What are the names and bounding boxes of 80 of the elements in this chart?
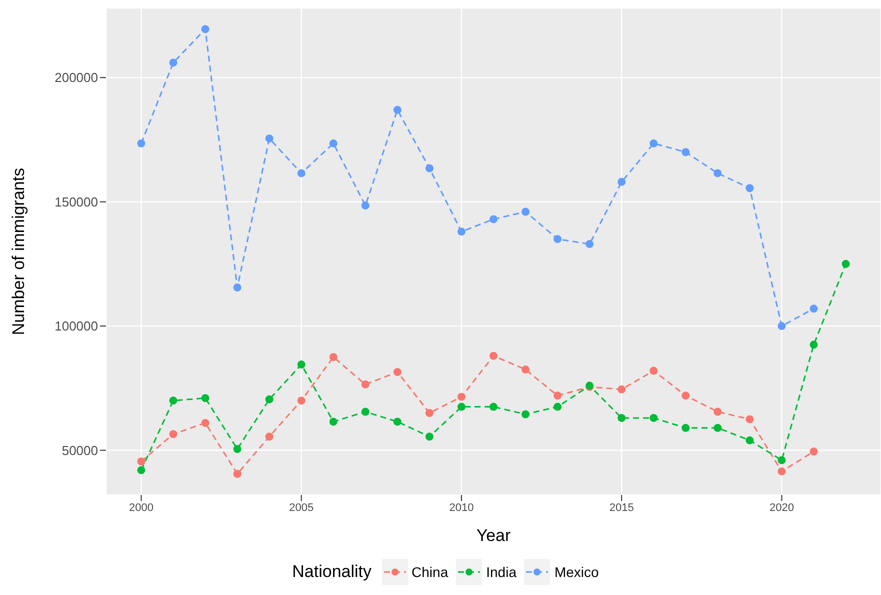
- point: [329, 139, 338, 148]
- point: [554, 235, 562, 244]
- point: [233, 284, 242, 292]
- point: [457, 228, 466, 236]
- point: [137, 466, 146, 474]
- point: [682, 424, 690, 432]
- point: [842, 260, 850, 268]
- point: [682, 392, 690, 400]
- point: [457, 392, 466, 401]
- point: [650, 139, 658, 148]
- point: [265, 432, 274, 441]
- point: [233, 470, 242, 478]
- point: [201, 394, 210, 402]
- point: [522, 410, 530, 418]
- point: [522, 366, 530, 374]
- point: [169, 430, 178, 438]
- point: [297, 169, 306, 178]
- point: [425, 432, 434, 441]
- point: [778, 467, 786, 476]
- point: [810, 304, 818, 313]
- point: [650, 366, 658, 375]
- point: [778, 322, 786, 330]
- point: [554, 392, 562, 400]
- point: [393, 106, 402, 114]
- y-axis-title: Number of immigrants: [9, 168, 28, 336]
- point: [201, 418, 210, 427]
- point: [457, 402, 466, 411]
- point: [265, 134, 274, 142]
- point: [618, 414, 626, 422]
- legend-label: India: [486, 564, 516, 580]
- point: [490, 352, 498, 360]
- point: [714, 169, 722, 178]
- point: [425, 409, 434, 418]
- legend-title: Nationality: [292, 562, 372, 582]
- point: [522, 208, 530, 216]
- point: [682, 148, 690, 156]
- point: [233, 445, 242, 454]
- point: [329, 353, 338, 362]
- point: [554, 402, 562, 411]
- x-tick-label: 2010: [449, 502, 474, 514]
- y-tick-label: 50000: [62, 442, 98, 458]
- point: [618, 178, 626, 186]
- point: [169, 396, 178, 405]
- point: [746, 184, 754, 192]
- point: [137, 139, 146, 148]
- point: [265, 395, 274, 404]
- point: [201, 25, 210, 34]
- point: [490, 215, 498, 224]
- point: [746, 436, 754, 444]
- x-tick-label: 2005: [289, 502, 314, 514]
- point: [425, 164, 434, 172]
- point: [393, 418, 402, 426]
- point: [329, 418, 338, 426]
- point: [361, 380, 370, 388]
- point: [586, 240, 594, 248]
- point: [361, 408, 370, 416]
- y-tick-label: 200000: [54, 70, 98, 86]
- x-axis-title: Year: [476, 526, 512, 545]
- point: [810, 340, 818, 349]
- x-tick-label: 2015: [609, 502, 634, 514]
- point: [778, 456, 786, 464]
- point: [490, 402, 498, 411]
- point: [297, 396, 306, 405]
- point: [746, 415, 754, 424]
- point: [650, 414, 658, 422]
- point: [714, 424, 722, 432]
- x-tick-label: 2020: [769, 502, 794, 514]
- point: [618, 385, 626, 394]
- point: [714, 408, 722, 416]
- y-tick-label: 100000: [54, 318, 98, 334]
- x-tick-label: 2000: [128, 502, 154, 514]
- point: [393, 368, 402, 376]
- point: [810, 448, 818, 456]
- legend-label: Mexico: [554, 564, 599, 580]
- y-tick-label: 150000: [54, 194, 98, 210]
- point: [297, 360, 306, 369]
- point: [169, 58, 178, 67]
- point: [137, 457, 146, 466]
- legend-label: China: [412, 564, 448, 580]
- point: [361, 202, 370, 210]
